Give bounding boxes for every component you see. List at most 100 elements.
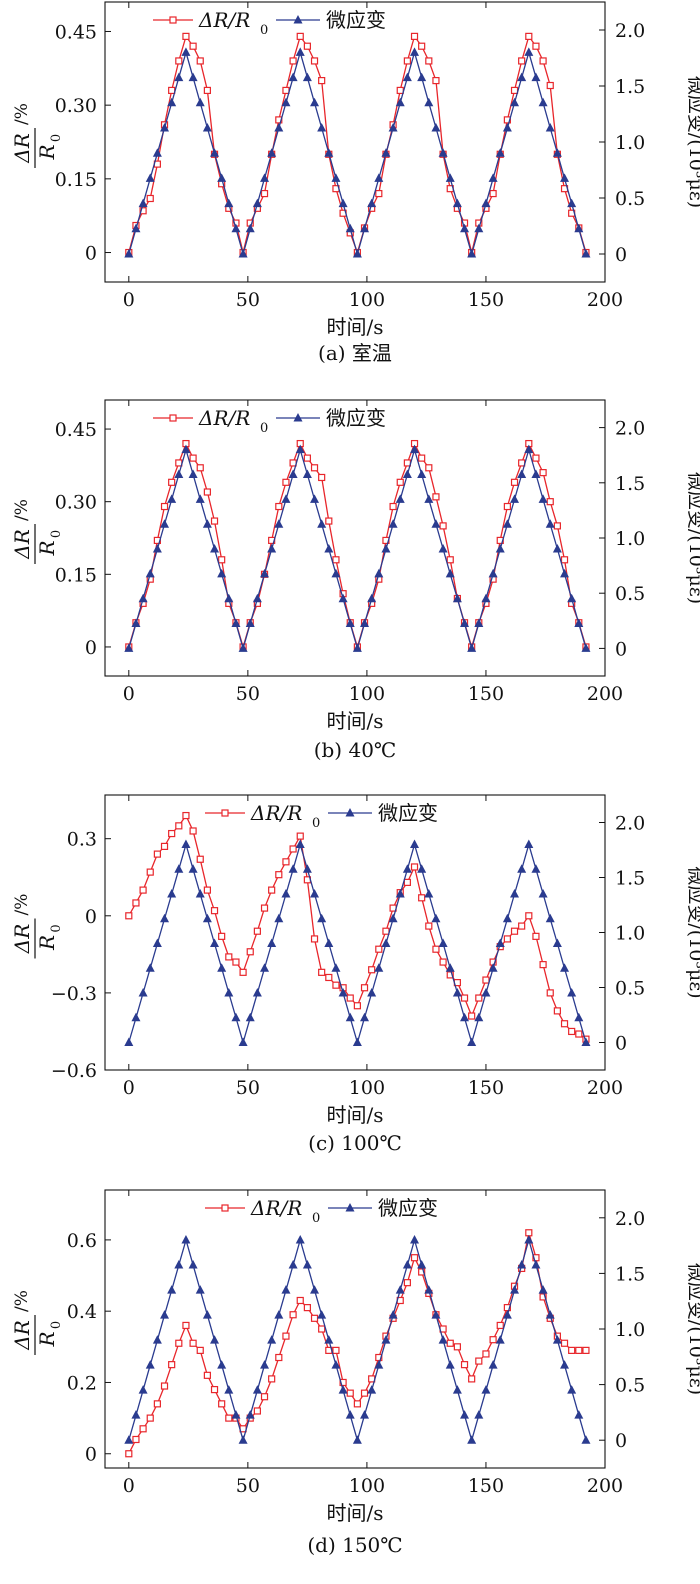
strain-point [310,1285,320,1294]
resistance-point [396,478,404,486]
strain-point [452,198,462,208]
resistance-point [489,1336,497,1344]
resistance-point [275,502,283,511]
resistance-point [532,932,540,940]
strain-point [517,72,527,82]
resistance-point [303,454,311,462]
strain-point [295,444,305,454]
strain-point [324,148,334,157]
strain-point [260,1360,270,1369]
strain-point [574,223,584,233]
strain-point [345,618,355,628]
strain-point [252,1385,262,1394]
y-label-unit: /% [12,499,32,521]
y-left-axis-label: ΔR R 0 /% [10,103,64,168]
strain-point [438,148,448,157]
strain-point [502,1310,512,1319]
y-right-axis-label: 微应变/(10³με) [685,76,700,208]
strain-point [467,1037,477,1046]
strain-point [467,249,477,258]
strain-point [252,988,262,997]
strain-point [317,519,327,528]
strain-point [395,494,405,503]
panel-caption: (d) 150℃ [307,1533,402,1557]
strain-point [352,249,362,258]
y-label-denominator: R [35,540,59,556]
resistance-point [418,1268,426,1276]
legend-resistance-subscript: 0 [260,23,268,38]
strain-point [524,47,534,56]
resistance-point [468,1012,476,1020]
strain-point [152,938,162,947]
y-left-tick-label: 0 [85,243,97,265]
resistance-point [346,1389,354,1397]
y-label-subscript: 0 [49,1321,64,1329]
resistance-point [260,189,269,198]
strain-point [374,173,384,182]
strain-point [431,123,441,132]
legend-strain-label: 微应变 [378,801,438,825]
resistance-point [132,1435,140,1444]
resistance-point [310,935,319,943]
strain-point [474,223,484,233]
legend-resistance-label: ΔR/R [250,801,302,825]
strain-point [345,1012,355,1022]
y-left-axis-label: ΔR R 0 /% [10,1290,64,1355]
resistance-point [253,927,261,935]
resistance-point [168,829,176,838]
x-tick-label: 50 [236,289,260,311]
strain-point [381,544,391,553]
y-right-tick-label: 1.5 [615,76,645,98]
resistance-point [232,958,240,966]
y-left-tick-label: 0.30 [55,492,97,514]
resistance-point [268,886,276,894]
strain-point [195,889,205,898]
strain-point [352,1037,362,1046]
resistance-point [203,1371,211,1379]
resistance-point [489,189,497,198]
resistance-point [225,1414,233,1422]
strain-point [338,198,348,208]
strain-point [545,123,555,132]
y-label-numerator: ΔR [10,529,34,560]
strain-point [581,1037,591,1046]
resistance-point [275,871,283,879]
resistance-point [332,1346,340,1354]
strain-point [131,1012,141,1022]
strain-point [345,223,355,233]
strain-point [495,1335,505,1344]
strain-point [152,1335,162,1344]
resistance-point [282,1332,290,1340]
resistance-series-line [128,441,587,650]
strain-point [274,913,284,923]
strain-point [495,544,505,553]
x-tick-label: 50 [236,683,260,705]
resistance-point [189,827,197,835]
strain-point [160,1310,170,1319]
strain-point [567,593,577,603]
strain-point [152,544,162,553]
resistance-point [425,922,433,930]
strain-point [267,938,277,947]
strain-point [195,1285,205,1294]
strain-point [517,864,527,873]
resistance-point [218,556,226,564]
strain-point [317,1310,327,1319]
strain-point [131,223,141,233]
panel-caption: (c) 100℃ [308,1131,402,1155]
resistance-point [475,1357,483,1365]
strain-point [281,889,291,898]
legend-resistance-subscript: 0 [312,1211,320,1226]
strain-point [202,519,212,528]
strain-point [174,1260,184,1269]
strain-point [474,1410,484,1419]
strain-point [524,444,534,454]
strain-point [217,173,227,182]
x-tick-label: 200 [587,1077,623,1099]
resistance-point [196,1346,204,1354]
x-tick-label: 0 [123,289,135,311]
legend-resistance-marker [221,1204,229,1212]
y-label-unit: /% [12,103,32,125]
y-label-unit: /% [12,894,32,916]
